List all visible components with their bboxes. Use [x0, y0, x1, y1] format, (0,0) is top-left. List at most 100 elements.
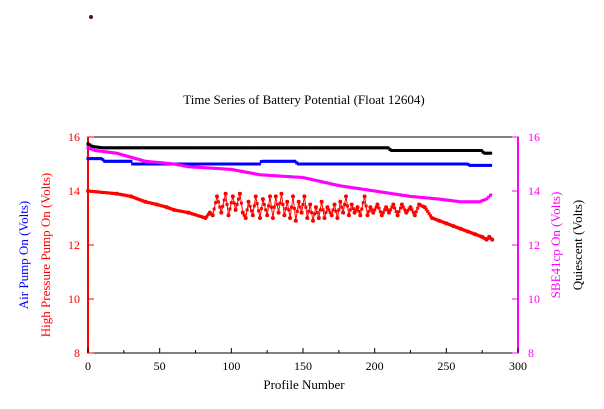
data-point [356, 187, 360, 190]
data-point [203, 146, 207, 150]
data-point [112, 146, 116, 150]
data-point [123, 146, 127, 150]
data-point [427, 212, 431, 216]
data-point [181, 162, 185, 166]
data-point [438, 162, 442, 166]
data-point [466, 162, 470, 166]
data-point [192, 162, 196, 166]
data-point [489, 193, 492, 197]
data-point-vertex [302, 194, 307, 199]
data-point [140, 158, 144, 162]
data-point [339, 162, 343, 166]
data-point [162, 146, 166, 150]
data-point [161, 161, 164, 165]
data-point [427, 149, 431, 152]
data-point [107, 150, 110, 154]
data-point [334, 209, 338, 213]
data-point [185, 146, 189, 150]
data-point-vertex [404, 210, 409, 215]
data-point [308, 162, 312, 166]
data-point [367, 146, 371, 150]
data-point [416, 162, 420, 166]
data-point [267, 204, 271, 208]
data-point [442, 198, 446, 202]
data-point [345, 146, 349, 150]
data-point [225, 203, 229, 206]
data-point [421, 162, 425, 166]
data-point [220, 146, 224, 150]
data-point [483, 163, 487, 167]
data-point [408, 149, 412, 152]
data-point [289, 175, 293, 179]
data-point [328, 182, 332, 186]
data-point [162, 161, 166, 165]
data-point [308, 177, 312, 181]
data-point [343, 185, 347, 189]
data-point [185, 164, 189, 168]
data-point [407, 194, 410, 198]
data-point [175, 163, 179, 167]
data-point [401, 162, 405, 166]
data-point [267, 146, 271, 150]
data-point [153, 160, 157, 164]
data-point [360, 162, 364, 166]
data-point [172, 162, 176, 166]
data-point [395, 149, 399, 152]
data-point-vertex [391, 202, 396, 207]
data-point [440, 198, 444, 201]
data-point [451, 162, 455, 166]
data-point [235, 146, 239, 150]
data-point [429, 149, 433, 152]
data-point [323, 162, 327, 166]
data-point [462, 162, 466, 166]
data-point [282, 174, 286, 178]
data-point [222, 162, 226, 166]
data-point [213, 146, 217, 150]
data-point [259, 160, 263, 164]
data-point [142, 159, 146, 163]
data-point [332, 162, 336, 166]
data-point [323, 180, 327, 184]
data-point-vertex [273, 194, 278, 199]
data-point [448, 162, 451, 166]
data-point [339, 184, 343, 188]
data-point [324, 211, 328, 215]
data-point [252, 204, 256, 208]
data-point [170, 146, 174, 150]
data-point [468, 200, 472, 204]
data-point [326, 162, 330, 166]
data-point [388, 162, 392, 166]
left-y-tick-label: 14 [68, 184, 80, 198]
data-point [388, 208, 392, 212]
data-point [384, 146, 388, 150]
data-point [134, 162, 138, 166]
data-point [442, 162, 446, 166]
right-y-tick-label: 12 [528, 238, 540, 252]
series-layer [86, 142, 495, 242]
data-point [327, 208, 331, 212]
data-point [313, 146, 317, 150]
data-point [125, 154, 129, 158]
data-point [414, 195, 418, 199]
data-point-vertex [215, 194, 219, 199]
data-point [265, 159, 269, 163]
data-point [233, 146, 237, 150]
data-point [407, 207, 411, 211]
data-point [276, 159, 280, 163]
data-point [380, 146, 384, 150]
data-point-vertex [223, 191, 228, 196]
data-point [99, 149, 103, 153]
data-point-vertex [172, 207, 176, 212]
data-point [257, 162, 261, 166]
x-tick-label: 100 [222, 359, 240, 373]
right-y-tick-label: 14 [528, 184, 540, 198]
data-point [175, 146, 179, 150]
data-point [164, 146, 168, 150]
data-point [97, 157, 101, 161]
data-point [487, 151, 491, 155]
data-point [215, 162, 219, 166]
data-point [383, 208, 387, 212]
data-point [434, 162, 438, 166]
data-point [416, 195, 420, 199]
data-point [101, 158, 105, 162]
